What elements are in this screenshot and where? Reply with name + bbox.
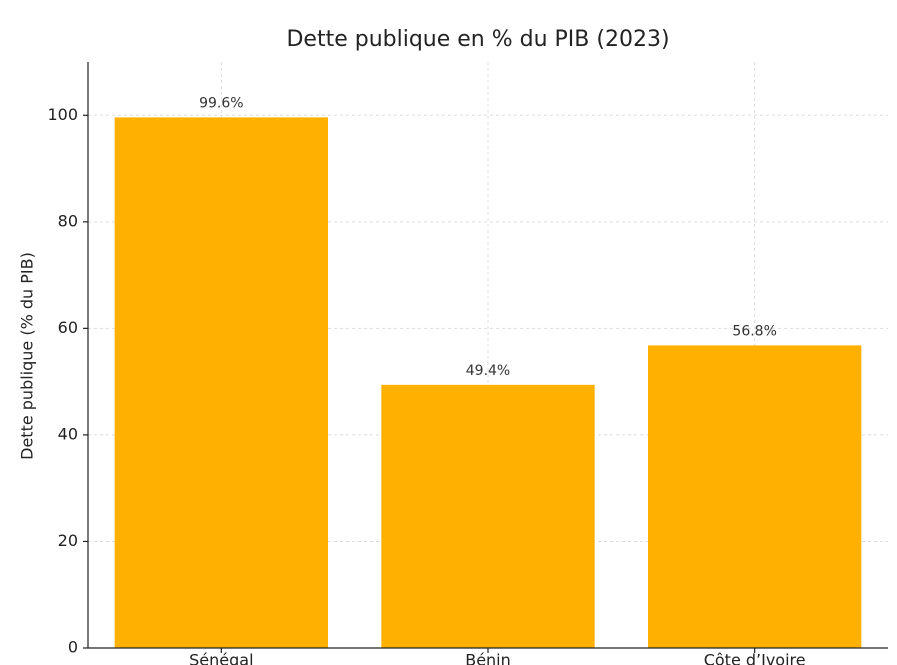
value-label: 99.6% xyxy=(199,95,243,111)
x-tick-label: Côte d’Ivoire xyxy=(704,651,806,665)
y-tick-label: 60 xyxy=(58,318,78,337)
value-label: 49.4% xyxy=(466,363,510,379)
chart-title: Dette publique en % du PIB (2023) xyxy=(286,27,669,52)
y-axis-label: Dette publique (% du PIB) xyxy=(18,252,37,460)
y-tick-label: 100 xyxy=(47,105,78,124)
x-tick-label: Sénégal xyxy=(189,651,253,665)
bar xyxy=(114,117,329,649)
bar xyxy=(648,345,862,648)
y-tick-label: 40 xyxy=(58,424,78,443)
y-tick-label: 0 xyxy=(68,638,78,657)
x-tick-label: Bénin xyxy=(465,651,511,665)
bar xyxy=(381,384,595,648)
value-label: 56.8% xyxy=(732,323,776,339)
y-tick-label: 80 xyxy=(58,211,78,230)
y-tick-label: 20 xyxy=(58,531,78,550)
